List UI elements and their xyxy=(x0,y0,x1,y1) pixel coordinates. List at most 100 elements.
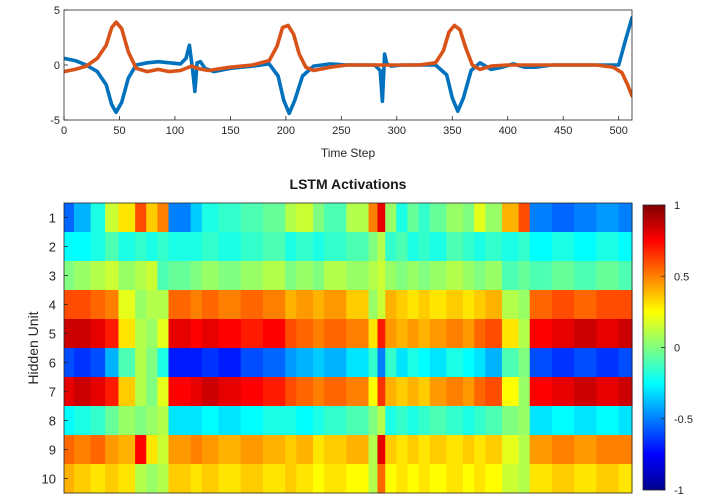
heatmap-cell xyxy=(446,261,464,291)
heatmap-cell xyxy=(529,290,553,320)
heatmap-cell xyxy=(105,435,120,465)
heatmap-cell xyxy=(190,435,203,465)
heatmap-cell xyxy=(312,377,325,407)
heatmap-cell xyxy=(368,232,379,262)
heatmap-cell xyxy=(190,406,203,436)
heatmap-cell xyxy=(485,406,503,436)
heatmap-cell xyxy=(396,464,409,494)
heatmap-cell xyxy=(551,406,575,436)
heatmap-cell xyxy=(368,464,379,494)
heatmap-cell xyxy=(190,377,203,407)
heatmap-cell xyxy=(346,377,370,407)
heatmap-cell xyxy=(429,319,447,349)
heatmap-cell xyxy=(485,232,503,262)
heatmap-cell xyxy=(146,435,158,465)
heatmap-cell xyxy=(418,261,431,291)
heatmap-cell xyxy=(618,203,633,233)
heatmap-cell xyxy=(90,261,106,291)
heatmap-cell xyxy=(64,406,75,436)
heatmap-cell xyxy=(463,464,475,494)
heatmap-cell xyxy=(312,319,325,349)
heatmap-cell xyxy=(312,348,325,378)
heatmap-cell xyxy=(574,319,598,349)
heatmap-cell xyxy=(446,348,464,378)
colorbar-tick-label: -1 xyxy=(674,485,684,497)
heatmap-cell xyxy=(135,464,147,494)
heatmap-cell xyxy=(501,232,520,262)
heatmap-cell xyxy=(146,406,158,436)
heatmap-cell xyxy=(446,406,464,436)
heatmap-cell xyxy=(90,464,106,494)
heatmap-cell xyxy=(485,203,503,233)
heatmap-cell xyxy=(296,464,314,494)
heatmap-cell xyxy=(596,435,620,465)
heatmap-cell xyxy=(90,232,106,262)
heatmap-cell xyxy=(574,406,598,436)
heatmap-cell xyxy=(262,290,286,320)
heatmap-cell xyxy=(240,377,264,407)
heatmap-cell xyxy=(105,290,120,320)
x-tick-label: 150 xyxy=(221,125,239,137)
heatmap-cell xyxy=(74,232,92,262)
heatmap-cell xyxy=(346,464,370,494)
heatmap-cell xyxy=(368,348,379,378)
heatmap-cell xyxy=(118,435,136,465)
heatmap-cell xyxy=(596,203,620,233)
heatmap-cell xyxy=(418,406,431,436)
heatmap-cell xyxy=(296,290,314,320)
heatmap-cell xyxy=(346,406,370,436)
heatmap-cell xyxy=(324,377,347,407)
heatmap-cell xyxy=(296,377,314,407)
line-x-axis-label: Time Step xyxy=(321,146,376,160)
line-series-2 xyxy=(64,20,632,98)
heatmap-cell xyxy=(596,319,620,349)
heatmap-cell xyxy=(407,435,420,465)
heatmap-cell xyxy=(551,261,575,291)
heatmap-cell xyxy=(157,377,170,407)
heatmap-cell xyxy=(396,319,409,349)
heatmap-cell xyxy=(262,319,286,349)
heatmap-cell xyxy=(474,290,486,320)
colorbar-tick-label: 0.5 xyxy=(674,271,689,283)
heatmap-cell xyxy=(396,232,409,262)
x-tick-label: 250 xyxy=(332,125,350,137)
heatmap-cell xyxy=(618,261,633,291)
heatmap-cell xyxy=(312,435,325,465)
heatmap-cell xyxy=(429,406,447,436)
heatmap-cell xyxy=(240,232,264,262)
heatmap-cell xyxy=(168,319,192,349)
heatmap-cell xyxy=(201,464,220,494)
heatmap-cell xyxy=(463,348,475,378)
heatmap-cell xyxy=(518,406,531,436)
heatmap-cell xyxy=(157,319,170,349)
heatmap-cell xyxy=(118,290,136,320)
heatmap-cell xyxy=(518,435,531,465)
heatmap-cell xyxy=(118,377,136,407)
heatmap-cell xyxy=(74,377,92,407)
heatmap-cell xyxy=(240,261,264,291)
heatmap-cell xyxy=(429,435,447,465)
heatmap-cell xyxy=(385,203,397,233)
heatmap-cell xyxy=(262,348,286,378)
heatmap-cell xyxy=(474,261,486,291)
heatmap-cell xyxy=(157,290,170,320)
heatmap-cell xyxy=(135,290,147,320)
heatmap-cell xyxy=(518,290,531,320)
heatmap-cell xyxy=(596,406,620,436)
heatmap-cell xyxy=(105,464,120,494)
heatmap-cell xyxy=(529,232,553,262)
heatmap-cell xyxy=(574,435,598,465)
heatmap-y-tick-label: 4 xyxy=(49,298,56,313)
heatmap-cell xyxy=(190,464,203,494)
heatmap-y-tick-label: 10 xyxy=(42,472,56,487)
x-tick-label: 100 xyxy=(166,125,184,137)
x-tick-label: 200 xyxy=(277,125,295,137)
heatmap-cell xyxy=(596,232,620,262)
heatmap-cell xyxy=(346,232,370,262)
heatmap-cell xyxy=(518,348,531,378)
heatmap-cell xyxy=(262,232,286,262)
heatmap-cell xyxy=(385,261,397,291)
heatmap-cell xyxy=(312,261,325,291)
heatmap-cell xyxy=(324,348,347,378)
heatmap-cell xyxy=(312,232,325,262)
